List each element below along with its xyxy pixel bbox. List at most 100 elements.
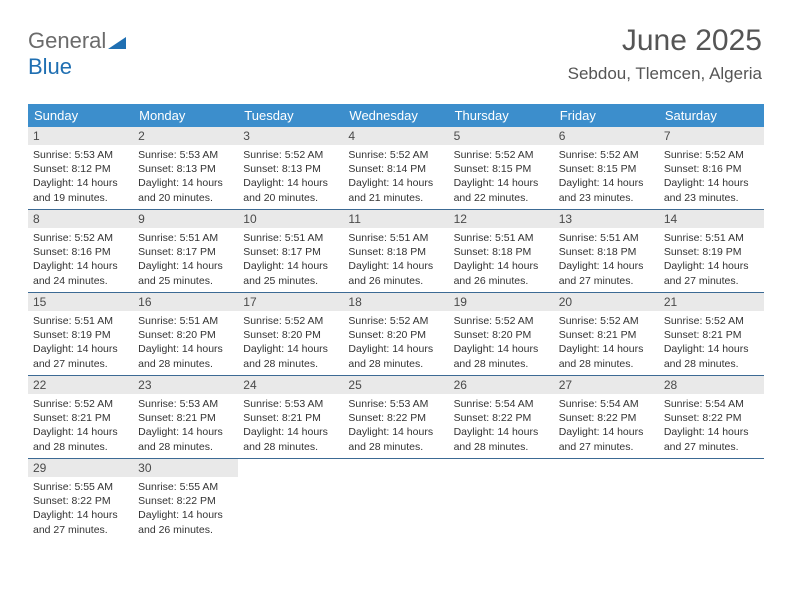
sunset-label: Sunset: — [138, 246, 174, 258]
day-number: 30 — [133, 459, 238, 477]
day-number: 24 — [238, 376, 343, 394]
day-cell: 10Sunrise: 5:51 AMSunset: 8:17 PMDayligh… — [238, 210, 343, 292]
sunset-label: Sunset: — [33, 163, 69, 175]
day-number: 16 — [133, 293, 238, 311]
weekday-wednesday: Wednesday — [343, 104, 448, 127]
day-text: Sunrise: 5:54 AMSunset: 8:22 PMDaylight:… — [554, 394, 659, 458]
day-number: 1 — [28, 127, 133, 145]
sunset-value: 8:21 PM — [597, 329, 636, 341]
day-cell: 1Sunrise: 5:53 AMSunset: 8:12 PMDaylight… — [28, 127, 133, 209]
sunset-label: Sunset: — [559, 246, 595, 258]
header-right: June 2025 Sebdou, Tlemcen, Algeria — [568, 24, 762, 84]
daylight-label: Daylight: — [138, 260, 179, 272]
weekday-monday: Monday — [133, 104, 238, 127]
sunrise-label: Sunrise: — [138, 232, 177, 244]
sunset-label: Sunset: — [664, 163, 700, 175]
day-text: Sunrise: 5:51 AMSunset: 8:18 PMDaylight:… — [343, 228, 448, 292]
day-cell: 27Sunrise: 5:54 AMSunset: 8:22 PMDayligh… — [554, 376, 659, 458]
logo-text-1: General — [28, 28, 106, 53]
sunset-label: Sunset: — [348, 163, 384, 175]
weekday-thursday: Thursday — [449, 104, 554, 127]
sunrise-value: 5:53 AM — [180, 149, 219, 161]
daylight-label: Daylight: — [664, 343, 705, 355]
sunset-value: 8:22 PM — [492, 412, 531, 424]
day-text: Sunrise: 5:53 AMSunset: 8:21 PMDaylight:… — [133, 394, 238, 458]
sunset-label: Sunset: — [664, 412, 700, 424]
day-cell: 29Sunrise: 5:55 AMSunset: 8:22 PMDayligh… — [28, 459, 133, 541]
daylight-label: Daylight: — [559, 260, 600, 272]
sunset-value: 8:18 PM — [387, 246, 426, 258]
sunrise-value: 5:52 AM — [495, 315, 534, 327]
sunrise-label: Sunrise: — [33, 481, 72, 493]
sunset-value: 8:22 PM — [597, 412, 636, 424]
weekday-tuesday: Tuesday — [238, 104, 343, 127]
sunrise-value: 5:55 AM — [180, 481, 219, 493]
sunset-value: 8:18 PM — [597, 246, 636, 258]
sunrise-label: Sunrise: — [243, 398, 282, 410]
sunrise-value: 5:52 AM — [600, 149, 639, 161]
day-text: Sunrise: 5:52 AMSunset: 8:20 PMDaylight:… — [343, 311, 448, 375]
sunrise-value: 5:52 AM — [705, 149, 744, 161]
daylight-label: Daylight: — [33, 509, 74, 521]
daylight-label: Daylight: — [348, 177, 389, 189]
sunrise-label: Sunrise: — [664, 398, 703, 410]
sunrise-label: Sunrise: — [454, 232, 493, 244]
sunrise-label: Sunrise: — [559, 398, 598, 410]
day-cell: 24Sunrise: 5:53 AMSunset: 8:21 PMDayligh… — [238, 376, 343, 458]
week-row: 15Sunrise: 5:51 AMSunset: 8:19 PMDayligh… — [28, 293, 764, 376]
sunrise-value: 5:52 AM — [600, 315, 639, 327]
sunset-value: 8:22 PM — [177, 495, 216, 507]
day-number: 3 — [238, 127, 343, 145]
sunset-value: 8:18 PM — [492, 246, 531, 258]
day-number: 5 — [449, 127, 554, 145]
sunrise-value: 5:52 AM — [390, 149, 429, 161]
sunrise-value: 5:54 AM — [705, 398, 744, 410]
day-cell — [238, 459, 343, 541]
calendar: Sunday Monday Tuesday Wednesday Thursday… — [28, 104, 764, 541]
sunset-value: 8:17 PM — [177, 246, 216, 258]
day-number: 18 — [343, 293, 448, 311]
day-cell: 22Sunrise: 5:52 AMSunset: 8:21 PMDayligh… — [28, 376, 133, 458]
sunrise-value: 5:52 AM — [495, 149, 534, 161]
day-number: 15 — [28, 293, 133, 311]
day-number: 20 — [554, 293, 659, 311]
sunrise-label: Sunrise: — [348, 149, 387, 161]
sunset-value: 8:13 PM — [282, 163, 321, 175]
weekday-header: Sunday Monday Tuesday Wednesday Thursday… — [28, 104, 764, 127]
sunset-value: 8:17 PM — [282, 246, 321, 258]
sunrise-label: Sunrise: — [33, 232, 72, 244]
daylight-label: Daylight: — [33, 177, 74, 189]
sunset-label: Sunset: — [33, 495, 69, 507]
sunrise-label: Sunrise: — [138, 149, 177, 161]
sunset-label: Sunset: — [454, 246, 490, 258]
day-text: Sunrise: 5:52 AMSunset: 8:15 PMDaylight:… — [554, 145, 659, 209]
day-cell — [449, 459, 554, 541]
day-cell: 16Sunrise: 5:51 AMSunset: 8:20 PMDayligh… — [133, 293, 238, 375]
day-cell: 6Sunrise: 5:52 AMSunset: 8:15 PMDaylight… — [554, 127, 659, 209]
day-text: Sunrise: 5:53 AMSunset: 8:21 PMDaylight:… — [238, 394, 343, 458]
sunrise-value: 5:51 AM — [74, 315, 113, 327]
sunset-label: Sunset: — [348, 246, 384, 258]
day-cell: 9Sunrise: 5:51 AMSunset: 8:17 PMDaylight… — [133, 210, 238, 292]
sunrise-label: Sunrise: — [33, 398, 72, 410]
sunset-label: Sunset: — [243, 246, 279, 258]
sunrise-label: Sunrise: — [664, 149, 703, 161]
week-row: 8Sunrise: 5:52 AMSunset: 8:16 PMDaylight… — [28, 210, 764, 293]
sunrise-label: Sunrise: — [664, 315, 703, 327]
day-text: Sunrise: 5:52 AMSunset: 8:21 PMDaylight:… — [659, 311, 764, 375]
daylight-label: Daylight: — [138, 177, 179, 189]
day-text: Sunrise: 5:51 AMSunset: 8:17 PMDaylight:… — [133, 228, 238, 292]
day-text: Sunrise: 5:51 AMSunset: 8:18 PMDaylight:… — [449, 228, 554, 292]
sunset-label: Sunset: — [559, 329, 595, 341]
day-number: 17 — [238, 293, 343, 311]
sunrise-label: Sunrise: — [454, 315, 493, 327]
sunrise-value: 5:51 AM — [705, 232, 744, 244]
daylight-label: Daylight: — [243, 260, 284, 272]
sunset-value: 8:16 PM — [702, 163, 741, 175]
day-number: 2 — [133, 127, 238, 145]
day-cell: 23Sunrise: 5:53 AMSunset: 8:21 PMDayligh… — [133, 376, 238, 458]
day-number: 19 — [449, 293, 554, 311]
sunset-value: 8:20 PM — [282, 329, 321, 341]
sunrise-value: 5:53 AM — [180, 398, 219, 410]
sunrise-label: Sunrise: — [559, 315, 598, 327]
